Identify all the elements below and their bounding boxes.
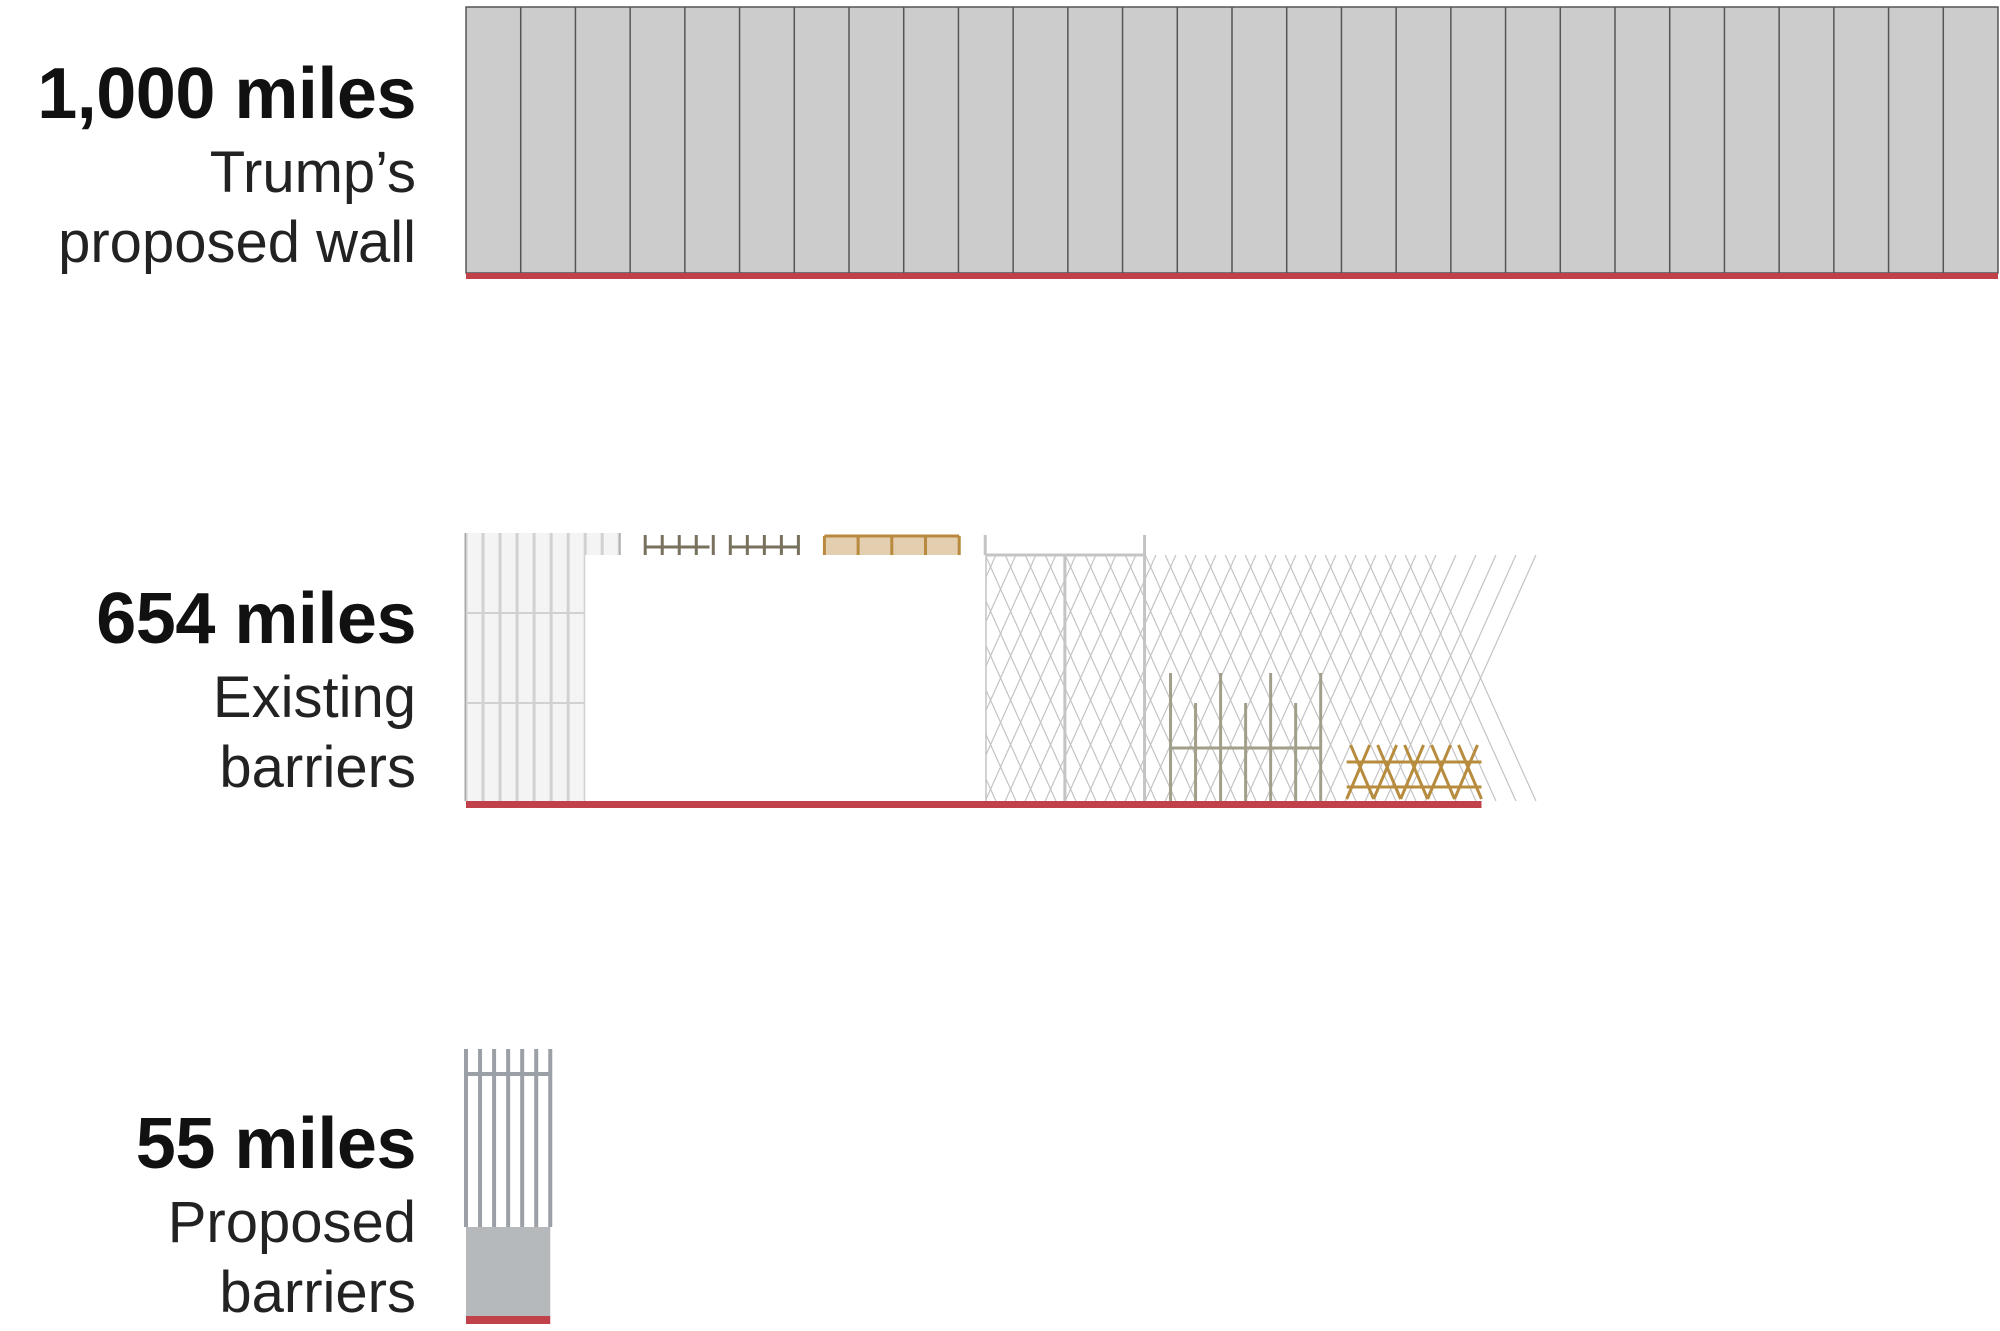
x-brace — [1349, 744, 1376, 800]
mesh-strand — [1284, 554, 1397, 802]
amount-label: 654 miles — [96, 579, 416, 659]
mesh-strand — [1084, 554, 1197, 802]
amount-label: 55 miles — [135, 1104, 417, 1184]
label-group-trump-wall: 1,000 miles Trump’s proposed wall — [37, 58, 416, 278]
x-brace — [1376, 744, 1402, 800]
trump-wall-bar — [465, 6, 1999, 279]
row-description: Existing barriers — [96, 663, 416, 803]
mesh-strand — [1384, 554, 1497, 802]
existing-barriers-group — [464, 533, 1537, 808]
existing-barrier-post-rail-fence — [1169, 673, 1323, 801]
x-brace — [1426, 744, 1452, 800]
description-line: Proposed — [167, 1190, 416, 1255]
mesh-strand — [1004, 554, 1117, 802]
mesh-strand — [1024, 554, 1137, 802]
mesh-strand — [984, 554, 1097, 802]
mesh-strand — [1064, 554, 1177, 802]
x-brace — [1457, 744, 1483, 800]
mesh-strand — [1224, 554, 1337, 802]
mesh-mask — [585, 555, 986, 801]
existing-barrier-mesh-fence — [585, 535, 1537, 802]
baseline-trump-wall — [466, 273, 1998, 279]
label-group-existing-barriers: 654 miles Existing barriers — [96, 583, 416, 803]
mesh-strand — [1184, 554, 1297, 802]
x-brace — [1372, 744, 1398, 800]
mesh-strand — [1324, 554, 1437, 802]
x-brace — [1345, 744, 1372, 800]
mesh-strand — [1124, 554, 1237, 802]
wall-base — [466, 1227, 551, 1316]
mesh-strand — [1244, 554, 1357, 802]
mesh-strand — [1104, 554, 1217, 802]
row-description: Trump’s proposed wall — [37, 138, 416, 278]
existing-barrier-vehicle-x-barrier — [1345, 744, 1483, 800]
mesh-strand — [1304, 554, 1417, 802]
x-brace — [1453, 744, 1479, 800]
x-brace — [1403, 744, 1429, 800]
amount-label: 1,000 miles — [37, 54, 416, 134]
mesh-strand — [1404, 554, 1517, 802]
mesh-strand — [1144, 554, 1257, 802]
baseline-proposed-barriers — [466, 1316, 551, 1324]
description-line: Existing — [212, 665, 416, 730]
baseline-existing-barriers — [466, 801, 1482, 808]
row-description: Proposed barriers — [136, 1188, 416, 1328]
description-line: Trump’s — [209, 140, 416, 205]
mesh-strand — [1044, 554, 1157, 802]
x-brace — [1430, 744, 1456, 800]
label-group-proposed-barriers: 55 miles Proposed barriers — [135, 1104, 417, 1328]
proposed-barriers-group — [464, 1049, 553, 1324]
description-line: barriers — [219, 735, 416, 800]
x-brace — [1399, 744, 1425, 800]
description-line: proposed wall — [58, 210, 416, 275]
mesh-strand — [1204, 554, 1317, 802]
description-line: barriers — [219, 1260, 416, 1325]
